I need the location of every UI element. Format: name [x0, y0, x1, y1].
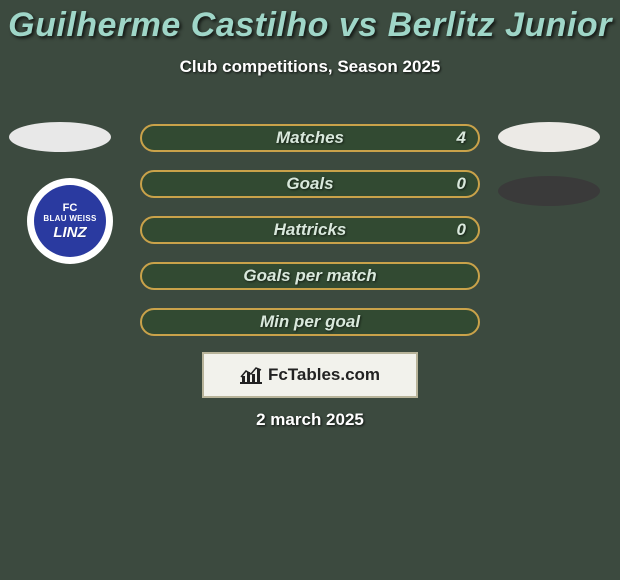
stat-row: Goals per match	[140, 262, 480, 290]
club-badge: FC BLAU WEISS LINZ	[27, 178, 113, 264]
footer-brand-box: FcTables.com	[202, 352, 418, 398]
stat-row: Hattricks 0	[140, 216, 480, 244]
stat-label: Matches	[276, 128, 344, 148]
stat-value: 4	[457, 128, 466, 148]
stat-row: Matches 4	[140, 124, 480, 152]
chart-icon	[240, 366, 262, 384]
player-left-avatar	[9, 122, 111, 152]
stat-value: 0	[457, 220, 466, 240]
club-text-bottom: LINZ	[53, 225, 86, 240]
stat-label: Goals per match	[243, 266, 376, 286]
stat-row: Min per goal	[140, 308, 480, 336]
stats-container: Matches 4 Goals 0 Hattricks 0 Goals per match M…	[140, 124, 480, 354]
stat-row: Goals 0	[140, 170, 480, 198]
page-subtitle: Club competitions, Season 2025	[0, 57, 620, 77]
date-text: 2 march 2025	[0, 410, 620, 430]
stat-label: Hattricks	[274, 220, 347, 240]
club-text-mid: BLAU WEISS	[43, 215, 96, 223]
player-right-avatar-top	[498, 122, 600, 152]
player-right-avatar-bottom	[498, 176, 600, 206]
stat-value: 0	[457, 174, 466, 194]
club-text-top: FC	[63, 203, 78, 214]
stat-label: Min per goal	[260, 312, 360, 332]
page-title: Guilherme Castilho vs Berlitz Junior	[0, 0, 620, 45]
footer-brand-text: FcTables.com	[268, 365, 380, 385]
stat-label: Goals	[286, 174, 333, 194]
